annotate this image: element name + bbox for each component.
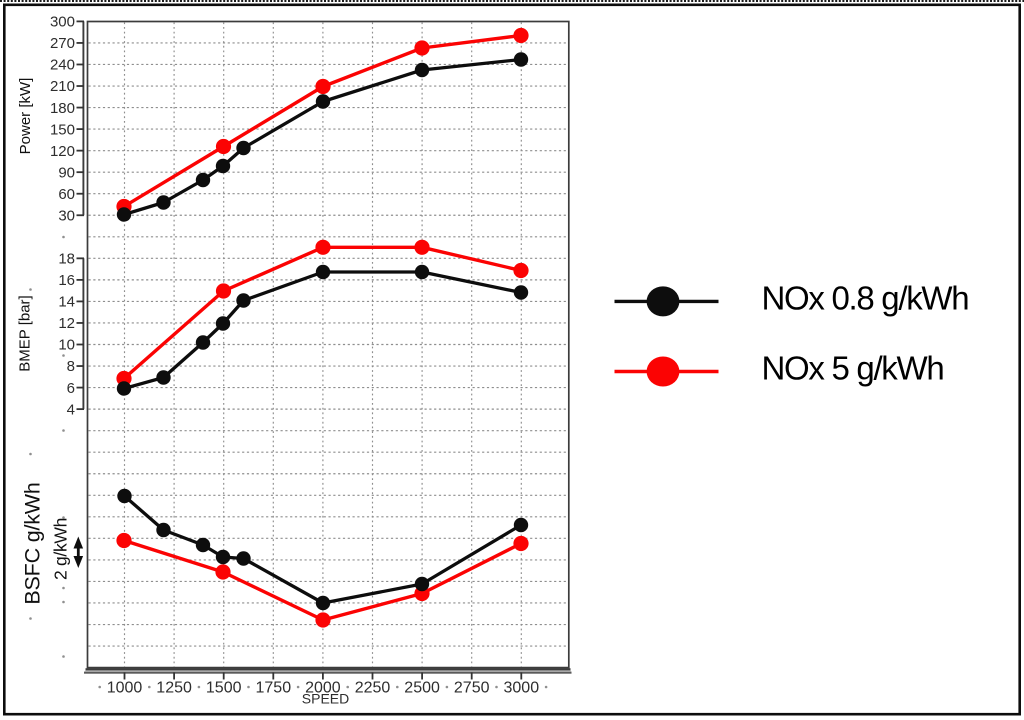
svg-text:240: 240 bbox=[50, 57, 75, 74]
svg-text:270: 270 bbox=[50, 35, 75, 52]
svg-text:BSFC g/kWh: BSFC g/kWh bbox=[21, 482, 45, 604]
svg-text:2500: 2500 bbox=[404, 680, 440, 697]
svg-text:1250: 1250 bbox=[156, 680, 192, 697]
svg-text:8: 8 bbox=[67, 358, 75, 375]
svg-text:60: 60 bbox=[58, 186, 75, 203]
svg-text:1500: 1500 bbox=[206, 680, 242, 697]
svg-text:SPEED: SPEED bbox=[302, 691, 349, 707]
svg-text:NOx 0.8 g/kWh: NOx 0.8 g/kWh bbox=[762, 280, 969, 317]
svg-text:1000: 1000 bbox=[107, 680, 143, 697]
svg-text:2000: 2000 bbox=[305, 680, 341, 697]
svg-text:180: 180 bbox=[50, 100, 75, 117]
svg-text:14: 14 bbox=[58, 294, 75, 311]
svg-text:210: 210 bbox=[50, 78, 75, 95]
svg-text:16: 16 bbox=[58, 272, 75, 289]
svg-text:30: 30 bbox=[58, 207, 75, 224]
svg-text:12: 12 bbox=[58, 315, 75, 332]
svg-text:90: 90 bbox=[58, 164, 75, 181]
svg-text:2750: 2750 bbox=[454, 680, 490, 697]
svg-text:150: 150 bbox=[50, 121, 75, 138]
svg-text:120: 120 bbox=[50, 143, 75, 160]
svg-text:10: 10 bbox=[58, 337, 75, 354]
svg-text:NOx 5 g/kWh: NOx 5 g/kWh bbox=[762, 350, 944, 387]
svg-text:1750: 1750 bbox=[256, 680, 292, 697]
svg-text:2250: 2250 bbox=[355, 680, 391, 697]
svg-text:Power [kW]: Power [kW] bbox=[17, 78, 34, 155]
svg-text:BMEP [bar]: BMEP [bar] bbox=[17, 295, 34, 371]
svg-text:300: 300 bbox=[50, 14, 75, 31]
svg-text:18: 18 bbox=[58, 251, 75, 268]
svg-text:6: 6 bbox=[67, 380, 75, 397]
svg-text:3000: 3000 bbox=[504, 680, 540, 697]
svg-text:4: 4 bbox=[67, 401, 75, 418]
svg-text:2 g/kWh: 2 g/kWh bbox=[51, 518, 71, 580]
